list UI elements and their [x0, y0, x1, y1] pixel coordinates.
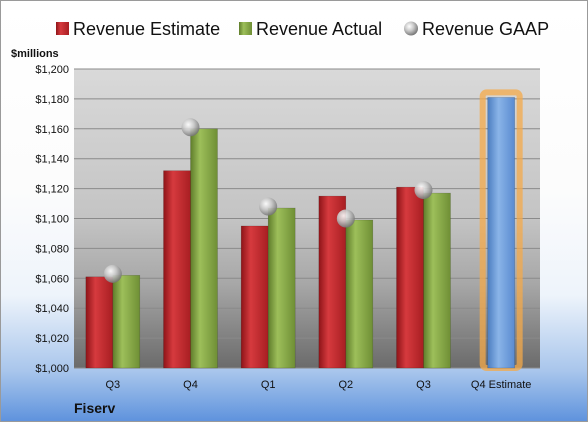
legend-gaap-marker	[404, 21, 418, 36]
y-tick-label: $1,020	[35, 333, 69, 345]
estimate-bar	[396, 186, 424, 369]
x-tick-label: Q4	[183, 379, 198, 391]
y-tick-label: $1,180	[35, 94, 69, 106]
gaap-marker	[336, 209, 355, 228]
x-tick-label: Q3	[105, 379, 120, 391]
company-name: Fiserv	[74, 400, 115, 416]
gaap-marker	[414, 181, 433, 200]
gaap-markers	[103, 118, 433, 283]
gaap-marker	[103, 264, 122, 283]
estimate-bar	[163, 170, 191, 369]
legend-actual-label: Revenue Actual	[256, 19, 382, 39]
y-tick-label: $1,040	[35, 303, 69, 315]
x-axis-ticks: Q3 Q4 Q1 Q2 Q3 Q4 Estimate	[105, 379, 531, 391]
legend-item-revenue-estimate[interactable]: Revenue Estimate	[56, 19, 220, 39]
y-tick-label: $1,160	[35, 124, 69, 136]
legend: Revenue Estimate Revenue Actual Revenue …	[56, 19, 549, 39]
gaap-marker	[259, 197, 278, 216]
y-tick-label: $1,000	[35, 363, 69, 375]
y-tick-label: $1,060	[35, 273, 69, 285]
legend-item-revenue-gaap[interactable]: Revenue GAAP	[404, 19, 549, 39]
legend-estimate-label: Revenue Estimate	[73, 19, 220, 39]
gaap-marker	[181, 118, 200, 137]
estimate-forecast-bar	[487, 97, 515, 369]
y-tick-label: $1,140	[35, 154, 69, 166]
bars	[85, 89, 523, 371]
legend-gaap-label: Revenue GAAP	[422, 19, 549, 39]
estimate-bar	[85, 276, 114, 369]
x-tick-label: Q2	[338, 379, 353, 391]
x-tick-label: Q4 Estimate	[471, 379, 532, 391]
legend-actual-swatch	[239, 22, 252, 35]
grid-lines	[74, 68, 540, 369]
x-tick-label: Q1	[261, 379, 276, 391]
actual-bar	[190, 128, 218, 369]
legend-estimate-swatch	[56, 22, 69, 35]
actual-bar	[345, 219, 374, 369]
y-axis-ticks: $1,000 $1,020 $1,040 $1,060 $1,080 $1,100 $1,1…	[35, 64, 69, 375]
actual-bar	[267, 207, 296, 369]
legend-item-revenue-actual[interactable]: Revenue Actual	[239, 19, 382, 39]
actual-bar	[423, 192, 451, 369]
y-unit-label: $millions	[11, 48, 59, 60]
actual-bar	[112, 275, 141, 369]
y-tick-label: $1,080	[35, 243, 69, 255]
estimate-bar	[240, 225, 269, 369]
y-tick-label: $1,200	[35, 64, 69, 76]
x-tick-label: Q3	[416, 379, 431, 391]
y-tick-label: $1,120	[35, 184, 69, 196]
y-tick-label: $1,100	[35, 214, 69, 226]
